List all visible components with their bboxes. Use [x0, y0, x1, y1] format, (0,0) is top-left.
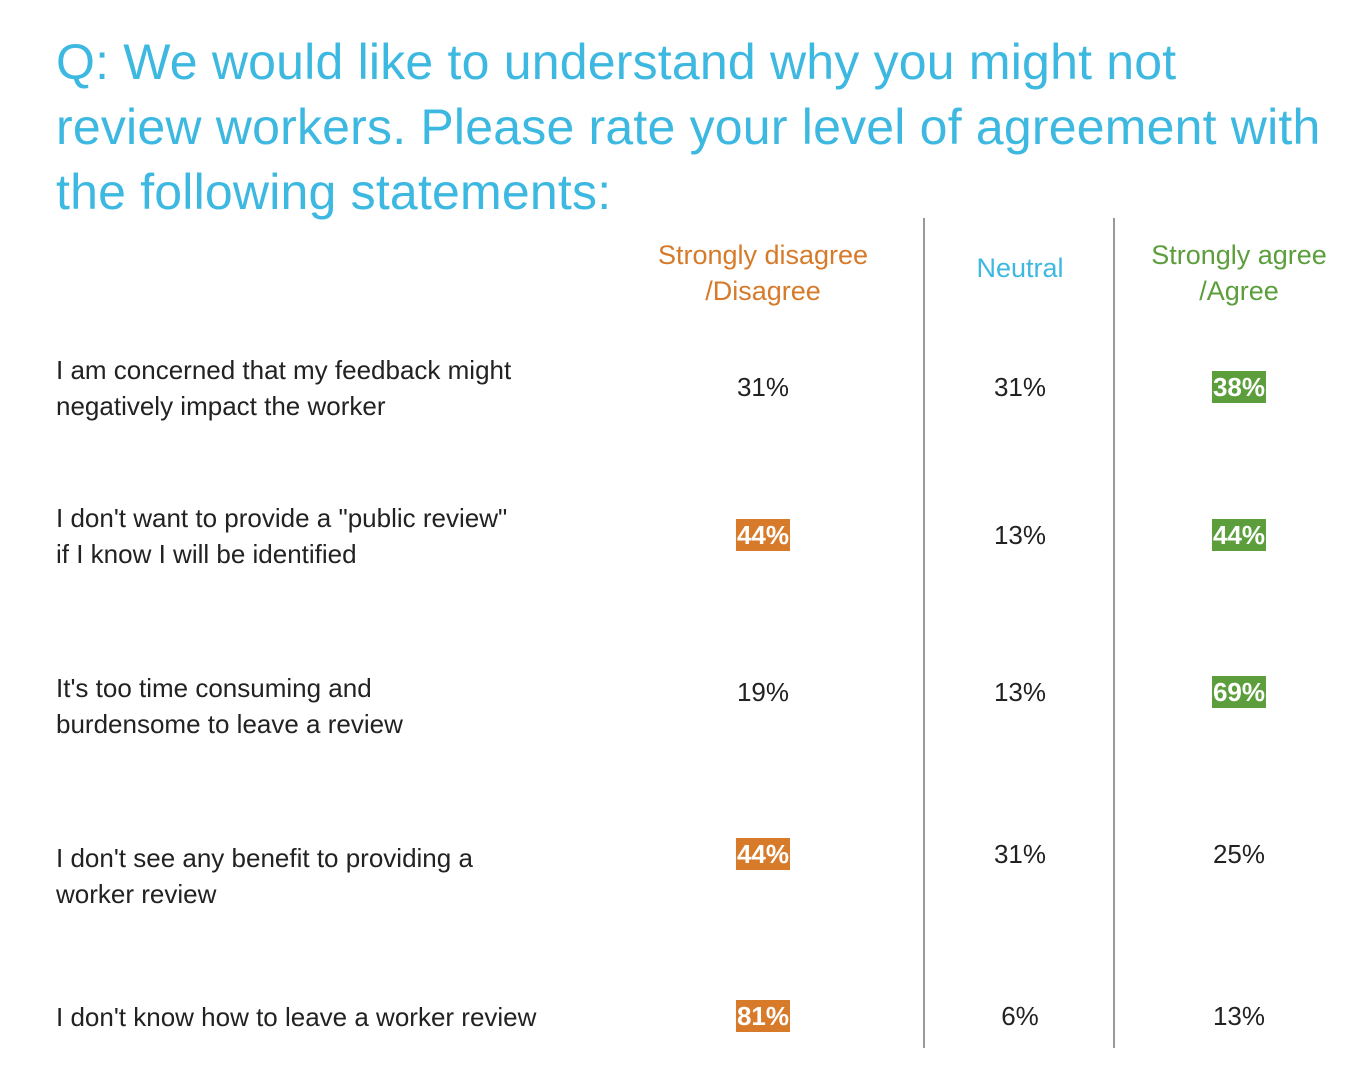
value-cell-neutral: 6%: [1001, 1001, 1039, 1031]
value-cell-agree: 69%: [1211, 676, 1267, 708]
column-divider-right: [1113, 218, 1115, 1048]
row-label-line: I don't see any benefit to providing a: [56, 843, 473, 873]
column-header-line: /Agree: [1199, 276, 1279, 306]
row-label: It's too time consuming and burdensome to…: [56, 670, 656, 742]
value-cell-neutral: 31%: [993, 839, 1047, 869]
row-label-line: It's too time consuming and: [56, 673, 372, 703]
row-label-line: if I know I will be identified: [56, 539, 357, 569]
column-header-disagree: Strongly disagree/Disagree: [633, 237, 893, 309]
chart-title: Q: We would like to understand why you m…: [56, 34, 1321, 220]
row-label: I don't see any benefit to providing a wo…: [56, 840, 656, 912]
value-cell-disagree: 44%: [735, 519, 791, 551]
column-header-line: /Disagree: [705, 276, 821, 306]
value-cell-neutral: 31%: [993, 372, 1047, 402]
column-header-neutral: Neutral: [890, 250, 1150, 286]
row-label-line: I am concerned that my feedback might: [56, 355, 512, 385]
value-cell-disagree: 31%: [736, 372, 790, 402]
value-cell-disagree: 81%: [735, 1000, 791, 1032]
column-header-agree: Strongly agree/Agree: [1109, 237, 1354, 309]
row-label-line: burdensome to leave a review: [56, 709, 403, 739]
value-cell-disagree: 44%: [735, 838, 791, 870]
column-header-line: Strongly agree: [1151, 240, 1327, 270]
row-label: I am concerned that my feedback might neg…: [56, 352, 656, 424]
value-cell-agree: 13%: [1212, 1001, 1266, 1031]
value-cell-neutral: 13%: [993, 520, 1047, 550]
value-cell-disagree: 19%: [736, 677, 790, 707]
row-label-line: worker review: [56, 879, 217, 909]
row-label: I don't want to provide a "public review…: [56, 500, 656, 572]
row-label-line: I don't want to provide a "public review…: [56, 503, 508, 533]
row-label-line: negatively impact the worker: [56, 391, 386, 421]
value-cell-neutral: 13%: [993, 677, 1047, 707]
column-header-line: Neutral: [976, 253, 1064, 283]
column-divider-left: [923, 218, 925, 1048]
row-label-line: I don't know how to leave a worker revie…: [56, 1002, 537, 1032]
value-cell-agree: 44%: [1211, 519, 1267, 551]
column-header-line: Strongly disagree: [657, 240, 869, 270]
row-label: I don't know how to leave a worker revie…: [56, 999, 656, 1035]
value-cell-agree: 38%: [1211, 371, 1267, 403]
value-cell-agree: 25%: [1212, 839, 1266, 869]
